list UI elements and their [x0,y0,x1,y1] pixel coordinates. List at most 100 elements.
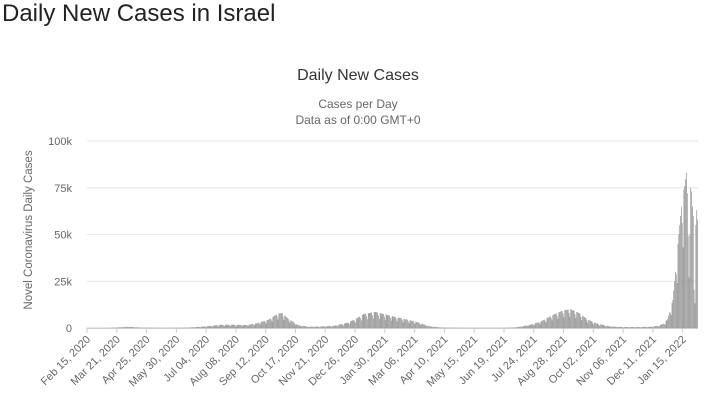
bar [689,235,690,329]
bar [558,319,559,328]
bar [655,326,656,328]
bar [350,321,351,328]
bar [277,317,278,329]
bar [558,312,559,328]
bar [625,327,626,328]
chart-subtitle-line-2: Data as of 0:00 GMT+0 [295,113,420,127]
bar [430,326,431,328]
bar [573,310,574,328]
bar [436,327,437,328]
bar [292,321,293,328]
bar [433,327,434,328]
bar [544,320,545,328]
bar [648,327,649,328]
bar [290,323,291,328]
bar [681,206,682,328]
bar [124,327,125,328]
bar [242,326,243,328]
bar [656,326,657,328]
y-tick-label: 50k [54,230,72,242]
bar [223,325,224,328]
bar [273,316,274,328]
y-tick-label: 25k [54,276,72,288]
bar [547,318,548,328]
bar [246,325,247,328]
bar [329,326,330,328]
bar [129,327,130,328]
bar [620,327,621,328]
bar [344,324,345,328]
bar [546,322,547,328]
bar [244,325,245,328]
bar [523,326,524,328]
bar [598,324,599,328]
bar [289,321,290,328]
bar [605,327,606,328]
bar [528,326,529,328]
bar [671,315,672,328]
chart-subtitle-line-1: Cases per Day [318,97,397,111]
bar [572,310,573,328]
bar [307,327,308,328]
bar [362,315,363,328]
bar [660,325,661,328]
bar [273,317,274,328]
bar [601,325,602,328]
bar [365,314,366,328]
bar [325,327,326,328]
bar [245,325,246,328]
bar [561,311,562,328]
bar [377,313,378,328]
bar [304,326,305,328]
bar [313,327,314,328]
bar [330,326,331,328]
bar [291,321,292,328]
bar [133,327,134,328]
bar [193,327,194,328]
bar [638,327,639,328]
bar [200,327,201,328]
bar [438,327,439,328]
bar [369,313,370,328]
bar [248,326,249,328]
bar [602,325,603,328]
bar [399,318,400,328]
bar [599,326,600,328]
bar [587,321,588,328]
bar [290,320,291,328]
bar [387,315,388,328]
bar [267,320,268,328]
bar [234,325,235,328]
bar [189,327,190,328]
bar [597,324,598,328]
bar [535,323,536,328]
bar [340,324,341,328]
bar [643,327,644,328]
bar [668,316,669,328]
bar [250,324,251,328]
bar [555,314,556,328]
bar [209,326,210,328]
bar [375,312,376,328]
bar [249,325,250,328]
bar [347,323,348,328]
bar [221,325,222,328]
bar [614,327,615,328]
bar [664,324,665,328]
bar [667,319,668,328]
bar [571,310,572,328]
bar [313,327,314,328]
bar [297,325,298,328]
bar [328,326,329,328]
bar [442,327,443,328]
bar [542,321,543,328]
bar [372,315,373,328]
bar [529,325,530,328]
bar [615,327,616,328]
bar [518,327,519,328]
bar [514,327,515,328]
bar [659,327,660,328]
bar [134,327,135,328]
bar [247,325,248,328]
